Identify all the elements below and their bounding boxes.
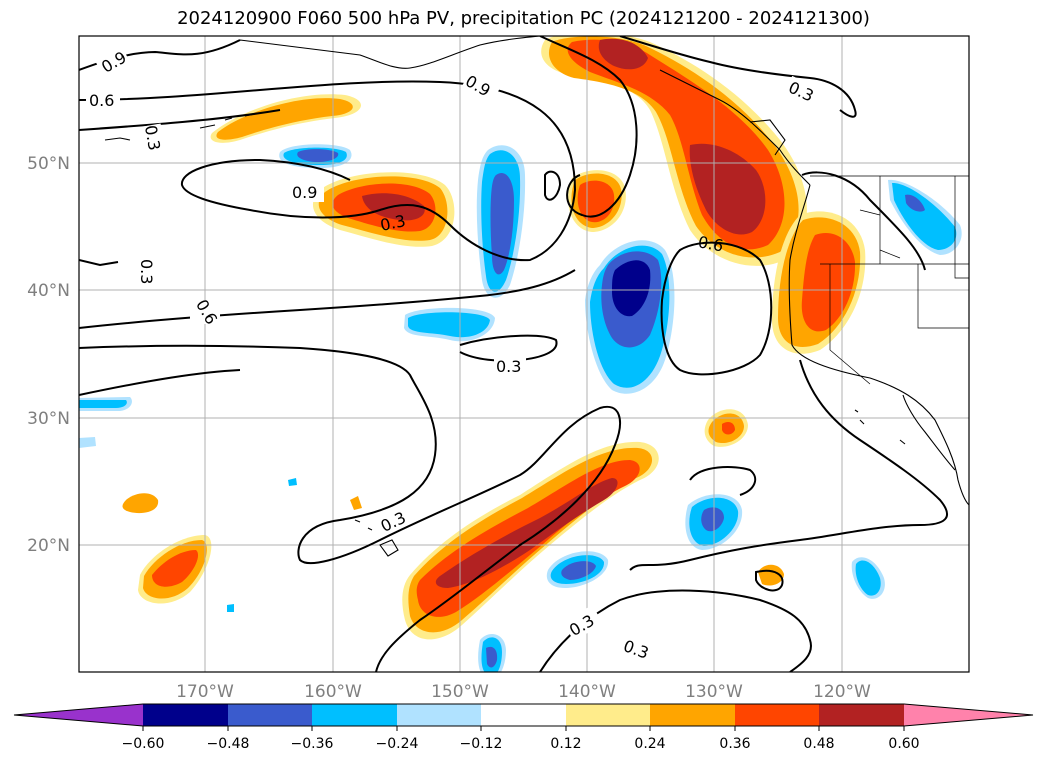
colorbar-min-extend <box>14 704 143 726</box>
lat-label: 20°N <box>27 536 70 556</box>
longitude-labels: 170°W 160°W 150°W 140°W 130°W 120°W <box>176 682 871 702</box>
contour-labels: 0.9 0.6 0.3 0.9 0.3 0.3 0.6 0.3 0.9 0.6 … <box>86 45 824 668</box>
contour-label: 0.3 <box>137 259 156 284</box>
coastlines <box>104 36 969 557</box>
colorbar-tick-label: 0.24 <box>634 736 665 752</box>
lon-label: 150°W <box>431 682 489 702</box>
colorbar-tick-label: 0.12 <box>550 736 581 752</box>
map-plot-area: 0.9 0.6 0.3 0.9 0.3 0.3 0.6 0.3 0.9 0.6 … <box>78 35 970 673</box>
colorbar-max-extend <box>904 704 1033 726</box>
colorbar-tick-label: −0.36 <box>291 736 334 752</box>
contour-label: 0.3 <box>141 124 164 152</box>
colorbar-segment <box>397 704 481 726</box>
lon-label: 140°W <box>558 682 616 702</box>
map-title: 2024120900 F060 500 hPa PV, precipitatio… <box>177 8 870 29</box>
lat-label: 30°N <box>27 409 70 429</box>
colorbar-tick-label: −0.24 <box>376 736 419 752</box>
colorbar-tick-label: −0.48 <box>207 736 250 752</box>
colorbar-segment <box>143 704 228 726</box>
lon-label: 170°W <box>176 682 234 702</box>
colorbar-segment <box>819 704 904 726</box>
colorbar-segment <box>735 704 819 726</box>
colorbar-tick-label: −0.12 <box>460 736 503 752</box>
lat-label: 50°N <box>27 154 70 174</box>
contour-label: 0.9 <box>292 183 317 202</box>
colorbar-segment <box>228 704 312 726</box>
contour-label: 0.6 <box>89 91 114 110</box>
lon-label: 160°W <box>304 682 362 702</box>
precip-negative-shading <box>79 144 962 672</box>
colorbar: −0.60 −0.48 −0.36 −0.24 −0.12 0.12 0.24 … <box>13 703 1034 752</box>
colorbar-tick-label: 0.36 <box>719 736 750 752</box>
contour-label: 0.6 <box>697 232 725 255</box>
colorbar-segment <box>481 704 566 726</box>
lon-label: 120°W <box>813 682 871 702</box>
lon-label: 130°W <box>685 682 743 702</box>
colorbar-tick-label: 0.48 <box>803 736 834 752</box>
latitude-labels: 50°N 40°N 30°N 20°N <box>27 154 70 556</box>
colorbar-tick-label: −0.60 <box>122 736 165 752</box>
colorbar-tick-label: 0.60 <box>888 736 919 752</box>
gridlines <box>79 36 969 672</box>
contour-label: 0.3 <box>378 211 407 235</box>
colorbar-segment <box>312 704 397 726</box>
colorbar-segment <box>566 704 650 726</box>
contour-label: 0.3 <box>496 357 521 376</box>
colorbar-segment <box>650 704 735 726</box>
lat-label: 40°N <box>27 281 70 301</box>
